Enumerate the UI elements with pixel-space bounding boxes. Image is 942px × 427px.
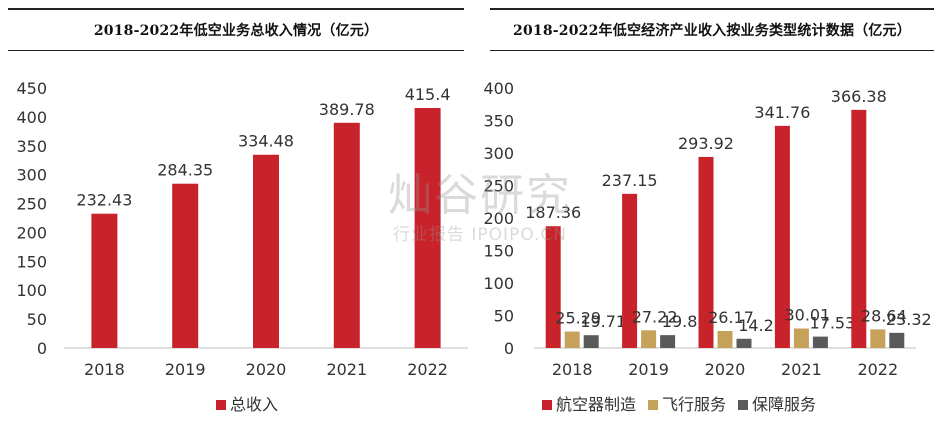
x-tick-label: 2019 <box>165 360 206 379</box>
chart-title: 2018-2022年低空业务总收入情况（亿元） <box>93 23 379 39</box>
x-tick-label: 2021 <box>326 360 367 379</box>
y-tick-label: 150 <box>16 252 47 271</box>
data-label: 187.36 <box>525 203 581 222</box>
y-tick-label: 200 <box>16 223 47 242</box>
y-tick-label: 150 <box>483 242 514 261</box>
chart-title-bar: 2018-2022年低空经济产业收入按业务类型统计数据（亿元） <box>490 8 934 51</box>
bar <box>622 193 638 348</box>
y-tick-label: 0 <box>504 339 514 358</box>
bar <box>812 336 828 348</box>
chart-title: 2018-2022年低空经济产业收入按业务类型统计数据（亿元） <box>513 23 911 39</box>
bar <box>333 122 360 348</box>
y-tick-label: 250 <box>483 177 514 196</box>
data-label: 26.17 <box>708 308 754 327</box>
data-label: 27.22 <box>632 307 678 326</box>
data-label: 366.38 <box>831 87 887 106</box>
x-tick-label: 2019 <box>628 360 669 379</box>
bar <box>793 328 809 348</box>
y-tick-label: 350 <box>16 137 47 156</box>
bar <box>698 156 714 348</box>
data-label: 389.78 <box>319 100 375 119</box>
legend-swatch <box>738 400 748 410</box>
y-tick-label: 250 <box>16 195 47 214</box>
data-label: 17.53 <box>809 314 855 333</box>
bar <box>851 109 867 348</box>
chart-title-bar: 2018-2022年低空业务总收入情况（亿元） <box>8 8 464 51</box>
y-tick-label: 350 <box>483 112 514 131</box>
data-label: 14.2 <box>738 316 774 335</box>
x-tick-label: 2020 <box>246 360 287 379</box>
data-label: 19.8 <box>662 312 698 331</box>
data-label: 28.64 <box>861 306 907 325</box>
y-tick-label: 100 <box>483 274 514 293</box>
data-label: 25.29 <box>555 309 601 328</box>
x-tick-label: 2018 <box>552 360 593 379</box>
revenue-by-type-chart-panel: 2018-2022年低空经济产业收入按业务类型统计数据（亿元） 0 50 100 15… <box>482 0 942 427</box>
legend-swatch <box>648 400 658 410</box>
total-revenue-chart-panel: 2018-2022年低空业务总收入情况（亿元） 0 50 100 150 200 250 3… <box>8 8 468 414</box>
y-tick-label: 50 <box>27 310 47 329</box>
bar <box>774 125 790 348</box>
y-tick-label: 0 <box>37 339 47 358</box>
bar <box>414 107 441 348</box>
legend-label: 总收入 <box>230 395 278 414</box>
bar <box>660 335 676 348</box>
y-tick-label: 300 <box>16 166 47 185</box>
y-tick-label: 200 <box>483 209 514 228</box>
revenue-by-type-chart: 0501001502002503003504002018187.3625.291… <box>483 79 932 414</box>
total-revenue-chart: 0 50 100 150 200 250 300 350 400 450 2018 232.43 201… <box>16 79 468 414</box>
y-tick-label: 400 <box>16 108 47 127</box>
data-label: 23.32 <box>886 310 932 329</box>
bar <box>889 332 905 348</box>
x-tick-label: 2018 <box>84 360 125 379</box>
legend-label: 航空器制造 <box>556 395 636 414</box>
data-label: 341.76 <box>754 103 810 122</box>
bar <box>870 329 886 348</box>
data-label: 237.15 <box>602 171 658 190</box>
data-label: 232.43 <box>76 191 132 210</box>
data-label: 415.4 <box>405 85 451 104</box>
data-label: 30.01 <box>784 305 830 324</box>
y-tick-label: 300 <box>483 144 514 163</box>
bar <box>253 154 279 348</box>
x-tick-label: 2020 <box>705 360 746 379</box>
legend-swatch <box>216 400 226 410</box>
bar <box>564 331 580 348</box>
y-tick-label: 400 <box>483 79 514 98</box>
bar <box>545 226 561 348</box>
data-label: 19.71 <box>580 312 626 331</box>
bar <box>717 330 733 348</box>
bar <box>641 330 657 348</box>
y-tick-label: 50 <box>494 307 514 326</box>
y-tick-label: 450 <box>16 79 47 98</box>
y-tick-label: 100 <box>16 281 47 300</box>
x-tick-label: 2021 <box>781 360 822 379</box>
bar <box>736 338 752 348</box>
bar <box>583 335 599 348</box>
x-tick-label: 2022 <box>857 360 898 379</box>
legend-swatch <box>542 400 552 410</box>
data-label: 284.35 <box>157 161 213 180</box>
bar <box>172 183 199 348</box>
legend-label: 飞行服务 <box>662 395 726 414</box>
data-label: 293.92 <box>678 134 734 153</box>
data-label: 334.48 <box>238 132 294 151</box>
bar <box>91 213 118 348</box>
legend-label: 保障服务 <box>752 395 816 414</box>
x-tick-label: 2022 <box>407 360 448 379</box>
